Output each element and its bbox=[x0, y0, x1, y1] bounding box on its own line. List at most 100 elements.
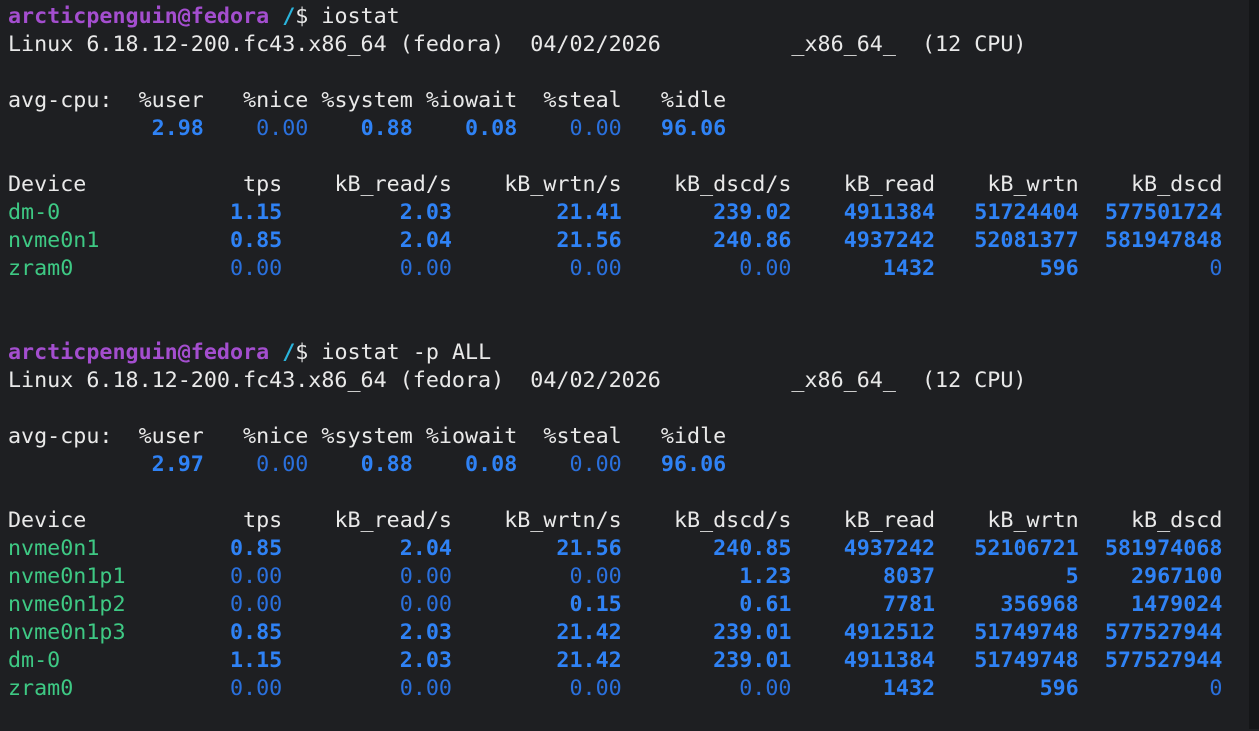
blank-line bbox=[8, 395, 1259, 423]
stat-value: 0.85 bbox=[177, 228, 283, 253]
prompt-symbol: $ bbox=[295, 340, 309, 365]
avg-cpu-indent bbox=[8, 116, 112, 141]
prompt-user: arcticpenguin@fedora bbox=[8, 340, 270, 365]
stat-value: 4912512 bbox=[791, 620, 936, 645]
avg-cpu-value: 0.88 bbox=[308, 452, 413, 477]
device-column-header: kB_read/s bbox=[282, 172, 452, 197]
avg-cpu-header-line: avg-cpu: %user %nice %system %iowait %st… bbox=[8, 87, 1259, 115]
blank-line bbox=[8, 479, 1259, 507]
device-row: nvme0n1p3 0.85 2.03 21.42 239.01 4912512… bbox=[8, 619, 1259, 647]
scrollbar-track[interactable] bbox=[1249, 0, 1259, 729]
device-row: nvme0n1 0.85 2.04 21.56 240.86 4937242 5… bbox=[8, 227, 1259, 255]
stat-value: 21.42 bbox=[451, 648, 622, 673]
device-name: nvme0n1 bbox=[8, 228, 178, 253]
stat-value: 596 bbox=[935, 676, 1079, 701]
stat-value: 0.61 bbox=[621, 592, 792, 617]
prompt-path: / bbox=[282, 4, 296, 29]
device-column-header: kB_dscd bbox=[1078, 172, 1223, 197]
avg-cpu-value: 0.08 bbox=[412, 452, 518, 477]
stat-value: 577527944 bbox=[1078, 648, 1223, 673]
avg-cpu-column-header: %steal bbox=[517, 424, 622, 449]
stat-value: 51749748 bbox=[935, 648, 1079, 673]
device-name: zram0 bbox=[8, 256, 178, 281]
stat-value: 356968 bbox=[935, 592, 1079, 617]
stat-value: 1.15 bbox=[177, 648, 283, 673]
blank-line bbox=[8, 311, 1259, 339]
prompt-user: arcticpenguin@fedora bbox=[8, 4, 270, 29]
device-row: dm-0 1.15 2.03 21.42 239.01 4911384 5174… bbox=[8, 647, 1259, 675]
avg-cpu-label: avg-cpu: bbox=[8, 88, 113, 113]
stat-value: 21.42 bbox=[451, 620, 622, 645]
device-name: dm-0 bbox=[8, 648, 178, 673]
stat-value: 581947848 bbox=[1078, 228, 1223, 253]
device-column-header: tps bbox=[177, 508, 283, 533]
device-name: dm-0 bbox=[8, 200, 178, 225]
stat-value: 2.04 bbox=[282, 228, 452, 253]
device-column-header: tps bbox=[177, 172, 283, 197]
stat-value: 2.03 bbox=[282, 648, 452, 673]
device-row: zram0 0.00 0.00 0.00 0.00 1432 596 0 bbox=[8, 255, 1259, 283]
stat-value: 0.00 bbox=[621, 676, 792, 701]
avg-cpu-values-line: 2.98 0.00 0.88 0.08 0.00 96.06 bbox=[8, 115, 1259, 143]
avg-cpu-column-header: %iowait bbox=[412, 88, 518, 113]
avg-cpu-value: 0.00 bbox=[517, 116, 622, 141]
stat-value: 1479024 bbox=[1078, 592, 1223, 617]
stat-value: 577501724 bbox=[1078, 200, 1223, 225]
stat-value: 0 bbox=[1078, 256, 1223, 281]
stat-value: 5 bbox=[935, 564, 1079, 589]
avg-cpu-column-header: %system bbox=[308, 424, 413, 449]
prompt-line: arcticpenguin@fedora /$ iostat bbox=[8, 3, 1259, 31]
device-row: nvme0n1 0.85 2.04 21.56 240.85 4937242 5… bbox=[8, 535, 1259, 563]
stat-value: 4911384 bbox=[791, 200, 936, 225]
avg-cpu-column-header: %idle bbox=[621, 424, 727, 449]
device-column-header: kB_wrtn bbox=[935, 172, 1079, 197]
system-info-text: Linux 6.18.12-200.fc43.x86_64 (fedora) 0… bbox=[8, 368, 1027, 393]
blank-line bbox=[8, 59, 1259, 87]
stat-value: 51724404 bbox=[935, 200, 1079, 225]
stat-value: 0.15 bbox=[451, 592, 622, 617]
avg-cpu-column-header: %steal bbox=[517, 88, 622, 113]
avg-cpu-column-header: %iowait bbox=[412, 424, 518, 449]
stat-value: 581974068 bbox=[1078, 536, 1223, 561]
stat-value: 7781 bbox=[791, 592, 936, 617]
device-column-header: kB_dscd/s bbox=[621, 508, 792, 533]
stat-value: 240.85 bbox=[621, 536, 792, 561]
avg-cpu-column-header: %user bbox=[112, 424, 204, 449]
avg-cpu-column-header: %idle bbox=[621, 88, 727, 113]
stat-value: 21.56 bbox=[451, 228, 622, 253]
device-column-header: Device bbox=[8, 508, 178, 533]
stat-value: 0.00 bbox=[177, 592, 283, 617]
stat-value: 0 bbox=[1078, 676, 1223, 701]
stat-value: 4937242 bbox=[791, 228, 936, 253]
stat-value: 0.00 bbox=[451, 564, 622, 589]
stat-value: 0.00 bbox=[621, 256, 792, 281]
avg-cpu-column-header: %user bbox=[112, 88, 204, 113]
stat-value: 0.00 bbox=[282, 256, 452, 281]
stat-value: 2.04 bbox=[282, 536, 452, 561]
stat-value: 0.85 bbox=[177, 536, 283, 561]
prompt-line: arcticpenguin@fedora /$ iostat -p ALL bbox=[8, 339, 1259, 367]
stat-value: 0.00 bbox=[451, 256, 622, 281]
stat-value: 0.00 bbox=[282, 592, 452, 617]
stat-value: 52106721 bbox=[935, 536, 1079, 561]
stat-value: 0.00 bbox=[451, 676, 622, 701]
device-row: nvme0n1p2 0.00 0.00 0.15 0.61 7781 35696… bbox=[8, 591, 1259, 619]
avg-cpu-column-header: %nice bbox=[203, 424, 309, 449]
device-column-header: kB_read bbox=[791, 172, 936, 197]
stat-value: 0.00 bbox=[177, 564, 283, 589]
stat-value: 1.23 bbox=[621, 564, 792, 589]
stat-value: 2.03 bbox=[282, 620, 452, 645]
avg-cpu-value: 2.97 bbox=[112, 452, 204, 477]
avg-cpu-value: 0.00 bbox=[517, 452, 622, 477]
prompt-symbol: $ bbox=[295, 4, 309, 29]
device-table-header-line: Device tps kB_read/s kB_wrtn/s kB_dscd/s… bbox=[8, 507, 1259, 535]
device-name: nvme0n1p3 bbox=[8, 620, 178, 645]
avg-cpu-value: 0.08 bbox=[412, 116, 518, 141]
device-column-header: kB_wrtn/s bbox=[451, 172, 622, 197]
avg-cpu-label: avg-cpu: bbox=[8, 424, 113, 449]
system-info-line: Linux 6.18.12-200.fc43.x86_64 (fedora) 0… bbox=[8, 31, 1259, 59]
stat-value: 0.00 bbox=[177, 676, 283, 701]
stat-value: 240.86 bbox=[621, 228, 792, 253]
avg-cpu-column-header: %system bbox=[308, 88, 413, 113]
